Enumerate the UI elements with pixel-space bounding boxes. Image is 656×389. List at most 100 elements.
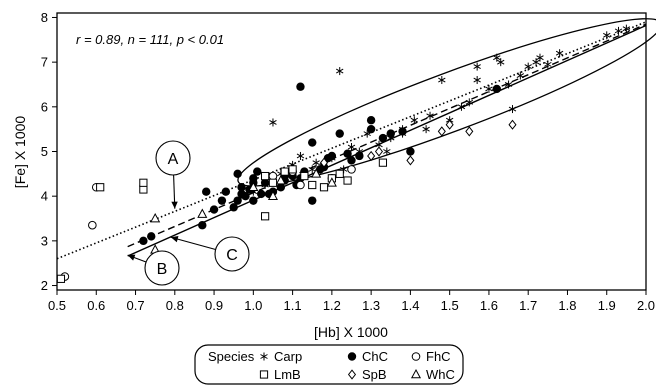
y-tick-label: 3 — [41, 233, 48, 248]
point-lmb — [378, 158, 388, 167]
point-whc — [150, 212, 161, 223]
callout-label: B — [157, 261, 168, 278]
point-chc — [366, 116, 376, 125]
point-chc — [256, 189, 266, 199]
point-chc — [398, 127, 407, 136]
legend-marker-fhc — [411, 352, 421, 361]
x-tick-label: 1.7 — [519, 298, 537, 313]
legend-label-fhc: FhC — [426, 349, 451, 364]
x-tick-label: 1.0 — [244, 298, 262, 313]
callout-a: A — [155, 140, 191, 209]
y-tick-label: 2 — [41, 278, 48, 293]
point-spb — [406, 155, 415, 166]
x-axis-label: [Hb] X 1000 — [314, 324, 388, 340]
stats-annotation: r = 0.89, n = 111, p < 0.01 — [76, 32, 224, 47]
point-whc — [248, 181, 259, 192]
point-spb — [437, 126, 446, 137]
legend-label-carp: Carp — [274, 349, 302, 364]
point-lmb — [96, 183, 105, 192]
point-chc — [406, 147, 415, 156]
point-carp — [603, 31, 611, 40]
point-whc — [275, 174, 286, 185]
point-lmb — [261, 171, 270, 181]
point-carp — [524, 62, 532, 71]
point-spb — [445, 119, 454, 130]
legend-label-chc: ChC — [362, 349, 388, 364]
point-lmb — [56, 274, 66, 283]
point-carp — [426, 111, 434, 120]
point-chc — [366, 124, 376, 134]
legend: Species Carp ChC FhC LmB SpB WhC — [194, 344, 464, 385]
legend-label-spb: SpB — [362, 367, 387, 382]
point-lmb — [268, 178, 278, 187]
legend-marker-spb — [347, 369, 357, 380]
point-carp — [312, 158, 320, 167]
regression-line-c — [127, 24, 647, 257]
callout-label: A — [168, 151, 179, 168]
point-lmb — [139, 178, 148, 187]
legend-marker-lmb — [259, 370, 269, 379]
point-lmb — [319, 183, 329, 192]
point-carp — [516, 71, 525, 80]
point-lmb — [280, 167, 289, 176]
data-points — [56, 24, 631, 283]
point-chc — [378, 133, 388, 143]
point-carp — [493, 53, 501, 62]
x-tick-label: 1.5 — [441, 298, 459, 313]
point-lmb — [261, 212, 270, 221]
point-chc — [249, 196, 258, 205]
point-chc — [221, 187, 231, 196]
point-fhc — [347, 165, 356, 174]
point-whc — [267, 190, 279, 200]
point-chc — [237, 183, 246, 192]
point-chc — [233, 196, 242, 205]
regression-line-a — [56, 21, 647, 260]
point-chc — [237, 189, 246, 199]
point-lmb — [343, 176, 352, 185]
point-spb — [367, 150, 376, 162]
point-chc — [343, 149, 352, 158]
point-carp — [485, 84, 493, 93]
point-whc — [326, 177, 337, 187]
point-lmb — [288, 165, 297, 174]
x-tick-label: 0.7 — [126, 298, 144, 313]
point-chc — [209, 205, 219, 214]
y-axis: 2 3 4 5 6 7 8 — [41, 10, 57, 293]
point-chc — [276, 183, 286, 192]
point-chc — [260, 178, 270, 187]
point-carp — [614, 26, 623, 35]
legend-title: Species — [208, 349, 255, 364]
point-carp — [504, 80, 513, 89]
y-tick-label: 7 — [41, 55, 48, 70]
point-lmb — [300, 171, 309, 181]
x-tick-label: 1.9 — [598, 298, 616, 313]
point-chc — [202, 187, 211, 196]
callouts: A B C — [127, 140, 250, 286]
point-carp — [438, 76, 446, 85]
legend-marker-carp — [260, 352, 268, 361]
regression-lines — [56, 21, 647, 260]
point-carp — [555, 49, 564, 58]
x-tick-label: 2.0 — [637, 298, 655, 313]
point-carp — [532, 58, 540, 67]
x-tick-label: 1.6 — [480, 298, 498, 313]
x-tick-label: 1.8 — [558, 298, 576, 313]
x-tick-label: 0.9 — [205, 298, 223, 313]
point-chc — [335, 129, 344, 138]
point-carp — [496, 58, 505, 67]
x-axis: 0.5 0.6 0.7 0.8 0.9 1.0 1.1 1.2 1.3 1.4 1.5 1.6 1.7 1… — [48, 290, 655, 313]
y-tick-label: 5 — [41, 144, 48, 159]
point-carp — [544, 60, 552, 69]
point-carp — [347, 143, 356, 152]
point-carp — [457, 102, 466, 111]
x-tick-label: 0.5 — [48, 298, 66, 313]
x-tick-label: 1.4 — [401, 298, 419, 313]
point-chc — [233, 169, 242, 179]
point-lmb — [139, 185, 148, 194]
point-carp — [473, 76, 481, 85]
point-carp — [473, 62, 481, 71]
point-chc — [386, 129, 395, 138]
point-chc — [492, 84, 501, 94]
point-chc — [217, 196, 227, 205]
